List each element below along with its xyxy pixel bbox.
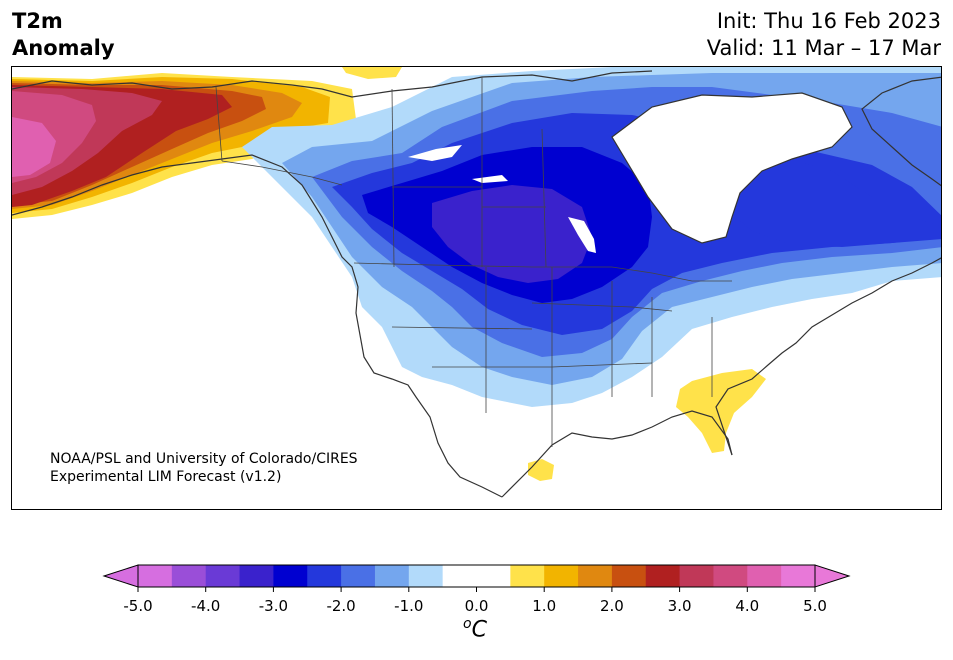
colorbar-cell [408, 565, 444, 587]
colorbar-cells [138, 565, 816, 587]
hudson-bay [611, 92, 853, 244]
colorbar-tick-label: 3.0 [668, 597, 692, 615]
colorbar-tick-label: 4.0 [735, 597, 759, 615]
colorbar-tick-label: -1.0 [394, 597, 423, 615]
colorbar-cell [781, 565, 816, 587]
alaska-warm-8 [12, 117, 56, 177]
colorbar-tick-label: -5.0 [123, 597, 152, 615]
colorbar: -5.0 -4.0 -3.0 -2.0 -1.0 0.0 1.0 2.0 3.0 4.0 5.0 o… [0, 560, 953, 656]
colorbar-tick-label: 2.0 [600, 597, 624, 615]
forecast-dates: Init: Thu 16 Feb 2023 Valid: 11 Mar – 17… [707, 8, 941, 62]
colorbar-cell [713, 565, 748, 587]
lake-winnipeg [568, 217, 596, 253]
colorbar-cell [442, 565, 477, 587]
colorbar-tick-label: 0.0 [465, 597, 489, 615]
colorbar-cell [578, 565, 613, 587]
colorbar-cell [239, 565, 274, 587]
title-line-2: Anomaly [12, 36, 115, 60]
anomaly-map: NOAA/PSL and University of Colorado/CIRE… [11, 66, 942, 510]
colorbar-cell [374, 565, 410, 587]
colorbar-tick-label: -2.0 [326, 597, 355, 615]
colorbar-cell [510, 565, 545, 587]
credit-line-2: Experimental LIM Forecast (v1.2) [50, 469, 282, 485]
colorbar-over-arrow [814, 564, 851, 588]
colorbar-cell [679, 565, 714, 587]
cold-level-6 [432, 185, 592, 283]
colorbar-cell [476, 565, 511, 587]
colorbar-cell [341, 565, 376, 587]
init-date: Init: Thu 16 Feb 2023 [716, 9, 941, 33]
title-line-1: T2m [12, 9, 63, 33]
colorbar-cell [307, 565, 342, 587]
colorbar-cell [544, 565, 579, 587]
colorbar-svg: -5.0 -4.0 -3.0 -2.0 -1.0 0.0 1.0 2.0 3.0 4.0 5.0 [102, 564, 851, 615]
great-bear-lake [408, 145, 462, 161]
arctic-warm [342, 67, 402, 79]
colorbar-tick-label: -4.0 [191, 597, 220, 615]
colorbar-cell [273, 565, 308, 587]
colorbar-cell [138, 565, 173, 587]
colorbar-ticks: -5.0 -4.0 -3.0 -2.0 -1.0 0.0 1.0 2.0 3.0 4.0 5.0 [123, 587, 827, 615]
borders [215, 77, 732, 447]
colorbar-under-arrow [102, 564, 139, 588]
colorbar-cell [205, 565, 241, 587]
map-canvas [12, 67, 941, 498]
colorbar-tick-label: 1.0 [532, 597, 556, 615]
colorbar-cell [645, 565, 681, 587]
colorbar-tick-label: -3.0 [259, 597, 288, 615]
colorbar-tick-label: 5.0 [803, 597, 827, 615]
hudson-bay-cold-2 [712, 151, 941, 247]
credit-text: NOAA/PSL and University of Colorado/CIRE… [50, 450, 358, 486]
mexico-warm [528, 459, 554, 481]
map-title: T2m Anomaly [12, 8, 115, 62]
unit-celsius: C [471, 617, 487, 643]
colorbar-cell [611, 565, 647, 587]
colorbar-unit: oC [463, 616, 487, 642]
colorbar-cell [171, 565, 207, 587]
valid-range: Valid: 11 Mar – 17 Mar [706, 36, 941, 60]
credit-line-1: NOAA/PSL and University of Colorado/CIRE… [50, 451, 358, 467]
colorbar-cell [747, 565, 782, 587]
great-slave-lake [472, 175, 508, 183]
southeast-warm [676, 369, 766, 453]
unit-degree: o [463, 616, 472, 632]
